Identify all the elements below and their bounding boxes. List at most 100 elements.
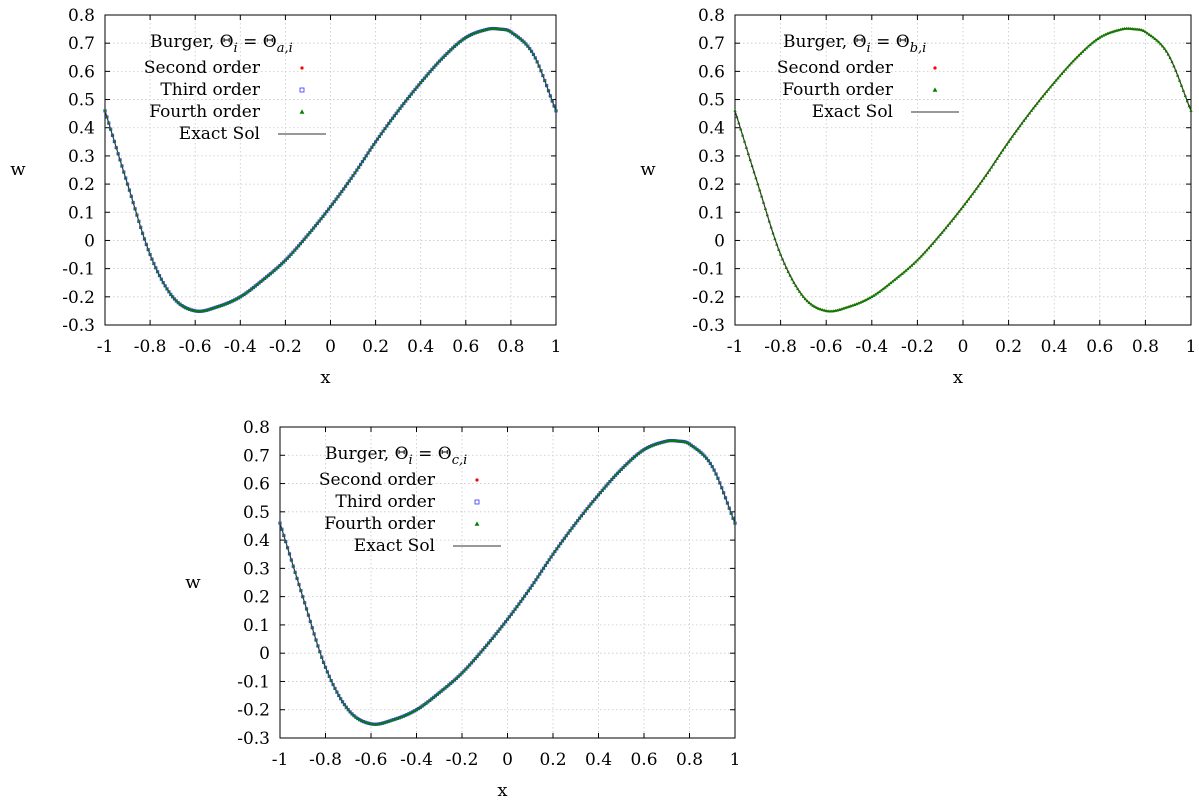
- point-fourth-order: [779, 252, 783, 256]
- point-fourth-order: [984, 173, 988, 177]
- point-fourth-order: [1024, 116, 1028, 120]
- point-fourth-order: [1138, 27, 1142, 31]
- point-fourth-order: [868, 296, 872, 300]
- legend-sample-triangle: [474, 521, 480, 526]
- point-fourth-order: [1084, 46, 1089, 50]
- point-fourth-order: [471, 658, 475, 662]
- point-fourth-order: [503, 27, 507, 31]
- x-tick-label: 0: [958, 337, 969, 357]
- point-fourth-order: [625, 461, 629, 465]
- point-fourth-order: [811, 303, 815, 307]
- point-fourth-order: [925, 248, 929, 252]
- point-fourth-order: [782, 261, 786, 265]
- point-fourth-order: [595, 495, 599, 499]
- point-fourth-order: [509, 612, 513, 616]
- point-fourth-order: [402, 101, 406, 105]
- point-fourth-order: [473, 656, 477, 660]
- point-fourth-order: [333, 686, 337, 690]
- point-fourth-order: [950, 219, 954, 223]
- point-fourth-order: [352, 713, 356, 717]
- point-fourth-order: [255, 282, 259, 286]
- point-fourth-order: [866, 297, 870, 301]
- y-tick-label: 0.4: [243, 531, 270, 551]
- point-fourth-order: [257, 281, 261, 285]
- point-fourth-order: [116, 151, 120, 155]
- point-fourth-order: [860, 299, 864, 303]
- point-fourth-order: [325, 209, 329, 213]
- chart-panel-c: -1 -0.8 -0.6 -0.4 -0.2 0 0.2 0.4 0.6 0.8 1 -0.3 -0.2…: [185, 418, 740, 801]
- point-fourth-order: [298, 241, 303, 245]
- point-fourth-order: [756, 182, 760, 186]
- point-fourth-order: [942, 228, 946, 232]
- point-fourth-order: [407, 94, 412, 98]
- point-fourth-order: [518, 36, 522, 40]
- point-fourth-order: [405, 712, 409, 716]
- point-fourth-order: [436, 61, 440, 65]
- point-fourth-order: [1031, 106, 1035, 110]
- point-fourth-order: [462, 36, 466, 40]
- point-fourth-order: [454, 42, 459, 46]
- point-fourth-order: [389, 119, 393, 123]
- point-fourth-order: [606, 481, 610, 485]
- point-fourth-order: [238, 295, 242, 299]
- point-fourth-order: [148, 252, 152, 256]
- point-fourth-order: [752, 170, 756, 174]
- point-fourth-order: [1103, 32, 1108, 36]
- y-axis-label: w: [185, 572, 201, 593]
- point-fourth-order: [570, 526, 574, 530]
- point-fourth-order: [359, 718, 364, 722]
- point-fourth-order: [332, 199, 336, 203]
- point-fourth-order: [364, 154, 368, 158]
- legend-sample-square: [474, 499, 480, 505]
- point-fourth-order: [742, 139, 747, 143]
- point-fourth-order: [1181, 88, 1185, 92]
- point-fourth-order: [400, 104, 404, 108]
- point-fourth-order: [640, 449, 644, 453]
- point-fourth-order: [910, 263, 914, 267]
- point-fourth-order: [167, 289, 171, 293]
- point-fourth-order: [451, 46, 455, 50]
- point-fourth-order: [596, 493, 601, 497]
- point-fourth-order: [390, 116, 395, 120]
- point-fourth-order: [411, 89, 415, 93]
- x-tick-label: -0.2: [901, 337, 934, 357]
- point-fourth-order: [270, 270, 274, 274]
- y-tick-label: 0.6: [68, 62, 95, 82]
- point-fourth-order: [549, 555, 553, 559]
- point-fourth-order: [172, 297, 177, 301]
- point-fourth-order: [299, 588, 303, 592]
- point-fourth-order: [1098, 35, 1102, 39]
- point-fourth-order: [310, 228, 314, 232]
- point-fourth-order: [534, 578, 538, 582]
- x-tick-label: -0.4: [855, 337, 888, 357]
- point-fourth-order: [184, 305, 188, 309]
- point-fourth-order: [125, 182, 130, 186]
- point-fourth-order: [327, 207, 331, 211]
- point-fourth-order: [1029, 109, 1033, 113]
- x-tick-label: 0.2: [995, 337, 1022, 357]
- point-fourth-order: [295, 246, 299, 250]
- point-fourth-order: [150, 257, 154, 261]
- point-fourth-order: [921, 252, 925, 256]
- point-fourth-order: [356, 716, 360, 720]
- point-fourth-order: [342, 187, 346, 191]
- point-fourth-order: [991, 162, 995, 166]
- point-fourth-order: [430, 697, 434, 701]
- point-fourth-order: [894, 276, 899, 280]
- point-fourth-order: [862, 299, 866, 303]
- point-fourth-order: [295, 576, 299, 580]
- point-fourth-order: [431, 695, 436, 699]
- y-tick-label: -0.3: [237, 729, 270, 749]
- point-fourth-order: [152, 261, 156, 265]
- point-fourth-order: [1153, 36, 1157, 40]
- point-fourth-order: [394, 111, 398, 115]
- point-fourth-order: [1018, 124, 1022, 128]
- point-fourth-order: [1155, 38, 1159, 42]
- point-fourth-order: [416, 706, 420, 710]
- point-fourth-order: [420, 704, 424, 708]
- point-fourth-order: [927, 246, 931, 250]
- point-fourth-order: [885, 284, 889, 288]
- point-fourth-order: [1005, 142, 1009, 146]
- point-fourth-order: [481, 647, 485, 651]
- point-fourth-order: [246, 290, 250, 294]
